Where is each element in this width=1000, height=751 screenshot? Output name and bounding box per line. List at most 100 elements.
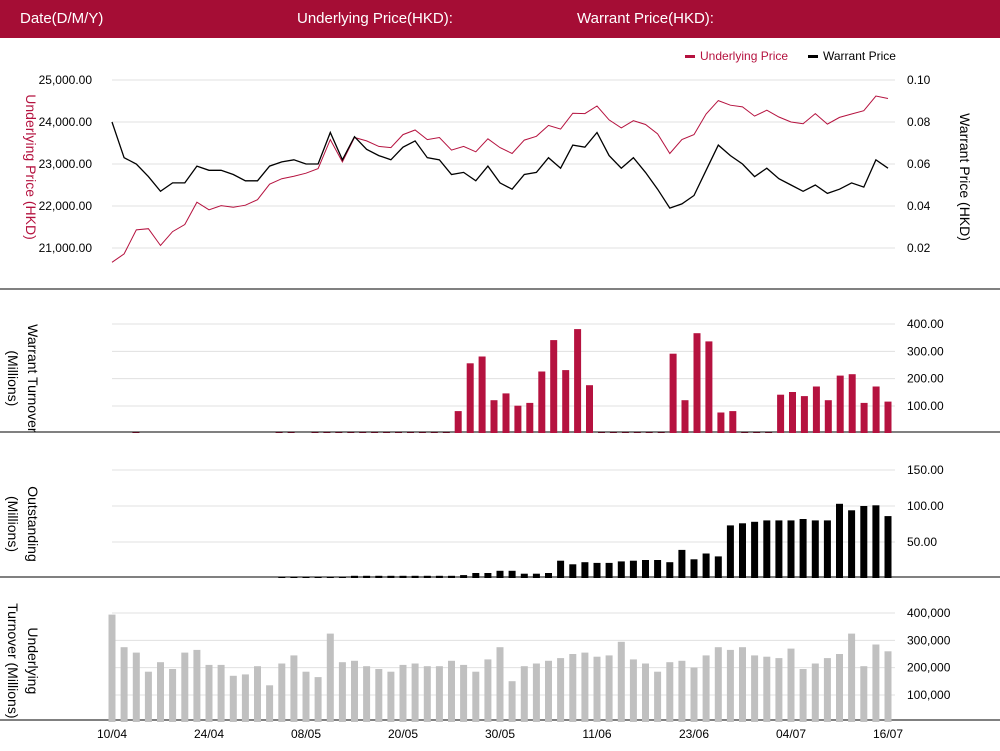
- underlying-turnover-bar: [593, 656, 601, 722]
- outstanding-bar: [751, 521, 759, 578]
- y-right-axis-label: Warrant Price (HKD): [957, 113, 973, 241]
- warrant-turnover-bar: [705, 341, 713, 433]
- outstanding-bar: [848, 510, 856, 578]
- underlying-turnover-bar: [169, 669, 177, 722]
- warrant-turnover-bar: [836, 375, 844, 433]
- outstanding-bar: [654, 560, 662, 578]
- underlying-turnover-bar: [605, 655, 613, 722]
- underlying-turnover-bar: [654, 671, 662, 722]
- warrant-turnover-bar: [514, 405, 522, 433]
- warrant-turnover-bar: [789, 392, 796, 433]
- warrant-turnover-tick-label: 400.00: [907, 317, 944, 331]
- outstanding-bar: [351, 575, 358, 578]
- warrant-turnover-bar: [765, 432, 773, 433]
- warrant-turnover-bar: [490, 400, 498, 433]
- outstanding-bar: [872, 505, 880, 578]
- warrant-turnover-bar: [717, 412, 725, 433]
- outstanding-bar: [508, 570, 516, 578]
- underlying-turnover-bar: [714, 647, 722, 722]
- underlying-turnover-bar: [751, 655, 759, 722]
- underlying-turnover-bar: [181, 652, 189, 722]
- y-left-tick-label: 22,000.00: [39, 199, 93, 213]
- underlying-turnover-bar: [532, 663, 540, 722]
- outstanding-bar: [278, 577, 286, 578]
- legend-warrant-price: Warrant Price: [823, 49, 896, 63]
- warrant-turnover-bar: [753, 432, 761, 433]
- outstanding-bar: [678, 549, 686, 578]
- outstanding-bar: [569, 564, 577, 578]
- outstanding-bar: [714, 556, 722, 578]
- outstanding-bar: [290, 577, 298, 578]
- outstanding-bar: [642, 560, 649, 578]
- underlying-turnover-bar: [678, 660, 686, 722]
- outstanding-bar: [811, 520, 819, 578]
- outstanding-bar: [702, 553, 710, 578]
- outstanding-bar: [545, 573, 552, 578]
- outstanding-bar: [557, 560, 565, 578]
- y-left-tick-label: 23,000.00: [39, 157, 93, 171]
- x-tick-label: 16/07: [873, 727, 903, 741]
- x-tick-label: 23/06: [679, 727, 709, 741]
- underlying-turnover-tick-label: 100,000: [907, 688, 951, 702]
- underlying-turnover-bar: [217, 664, 225, 722]
- outstanding-bar: [666, 562, 674, 578]
- outstanding-bar: [472, 573, 480, 578]
- x-tick-label: 20/05: [388, 727, 418, 741]
- underlying-turnover-bar: [823, 658, 831, 722]
- underlying-turnover-bar: [763, 656, 771, 722]
- warrant-turnover-axis-label: (Millions): [5, 350, 21, 406]
- underlying-turnover-bar: [496, 647, 504, 722]
- outstanding-bar: [581, 562, 589, 578]
- warrant-turnover-bar: [598, 432, 605, 433]
- underlying-turnover-bar: [690, 667, 698, 722]
- outstanding-bar: [739, 523, 746, 578]
- underlying-turnover-bar: [569, 654, 577, 722]
- legend-swatch-underlying: [685, 55, 695, 58]
- outstanding-bar: [884, 516, 892, 578]
- warrant-turnover-bar: [418, 432, 426, 433]
- warrant-turnover-bar: [407, 432, 414, 433]
- outstanding-bar: [363, 575, 371, 578]
- underlying-turnover-bar: [144, 671, 152, 722]
- underlying-turnover-bar: [799, 669, 807, 722]
- outstanding-bar: [326, 576, 334, 578]
- outstanding-bar: [460, 575, 468, 578]
- underlying-turnover-bar: [423, 666, 431, 722]
- warrant-turnover-bar: [550, 340, 558, 433]
- underlying-turnover-bar: [884, 651, 892, 722]
- warrant-turnover-bar: [311, 432, 319, 433]
- warrant-turnover-bar: [800, 396, 808, 433]
- underlying-turnover-bar: [848, 633, 856, 722]
- warrant-turnover-bar: [812, 386, 820, 433]
- warrant-turnover-bar: [609, 432, 617, 433]
- outstanding-bar: [823, 520, 831, 578]
- underlying-turnover-bar: [229, 675, 237, 722]
- x-tick-label: 30/05: [485, 727, 515, 741]
- y-left-tick-label: 25,000.00: [39, 73, 93, 87]
- outstanding-tick-label: 150.00: [907, 463, 944, 477]
- underlying-turnover-bar: [157, 662, 164, 722]
- warrant-turnover-axis-label: Warrant Turnover: [25, 324, 41, 433]
- warrant-turnover-bar: [884, 401, 892, 433]
- warrant-turnover-bar: [693, 333, 701, 433]
- underlying-turnover-bar: [338, 662, 346, 722]
- outstanding-bar: [799, 519, 807, 578]
- y-right-tick-label: 0.02: [907, 241, 931, 255]
- underlying-price-label: Underlying Price(HKD):: [297, 10, 453, 27]
- underlying-turnover-bar: [132, 652, 140, 722]
- underlying-turnover-bar: [241, 674, 249, 722]
- outstanding-bar: [605, 562, 613, 578]
- outstanding-bar: [629, 560, 637, 578]
- warrant-turnover-bar: [538, 371, 546, 433]
- warrant-turnover-bar: [562, 370, 570, 433]
- outstanding-bar: [448, 575, 455, 578]
- underlying-turnover-bar: [787, 648, 795, 722]
- underlying-turnover-bar: [351, 660, 358, 722]
- underlying-turnover-tick-label: 200,000: [907, 661, 951, 675]
- outstanding-bar: [775, 520, 783, 578]
- outstanding-bar: [399, 575, 407, 578]
- warrant-price-label: Warrant Price(HKD):: [577, 10, 714, 27]
- warrant-turnover-bar: [741, 432, 749, 433]
- underlying-turnover-bar: [193, 649, 201, 722]
- y-left-tick-label: 21,000.00: [39, 241, 93, 255]
